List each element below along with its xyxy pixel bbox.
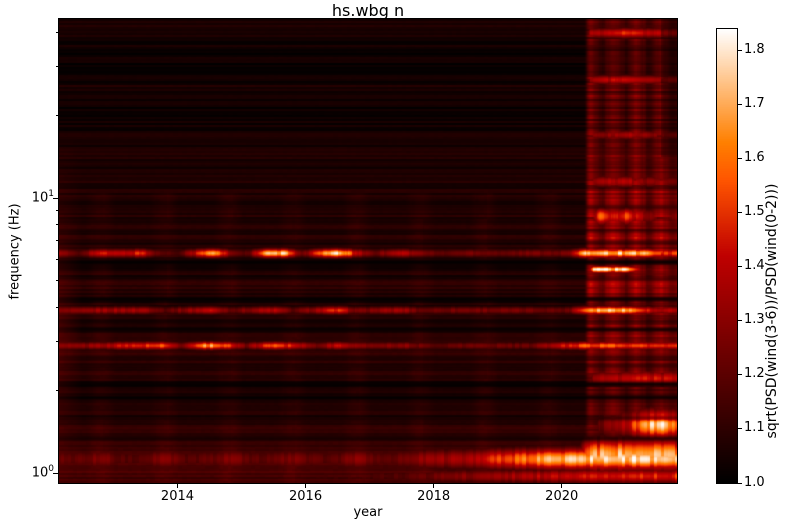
colorbar-tick	[738, 374, 742, 376]
colorbar-tick	[738, 482, 742, 484]
x-tick-label: 2020	[545, 489, 579, 504]
y-tick-label: 101	[31, 189, 54, 206]
y-minor-tick	[55, 66, 59, 68]
colorbar-tick	[738, 320, 742, 322]
x-tick-label: 2016	[289, 489, 323, 504]
x-tick	[305, 484, 307, 488]
colorbar-tick-label: 1.3	[744, 312, 765, 328]
x-tick-label: 2014	[160, 489, 195, 504]
colorbar-tick	[738, 212, 742, 214]
y-minor-tick	[55, 280, 59, 282]
y-minor-tick	[55, 210, 59, 212]
x-tick	[433, 484, 435, 488]
colorbar-tick	[738, 158, 742, 160]
y-minor-tick	[55, 389, 59, 391]
y-minor-tick	[55, 114, 59, 116]
y-minor-tick	[55, 240, 59, 242]
y-minor-tick	[55, 258, 59, 260]
colorbar-tick-label: 1.1	[744, 420, 765, 436]
y-minor-tick	[55, 306, 59, 308]
x-axis-label: year	[353, 505, 383, 520]
colorbar-tick	[738, 428, 742, 430]
colorbar-tick-label: 1.5	[744, 204, 765, 220]
y-tick	[53, 472, 59, 474]
colorbar-tick-label: 1.4	[744, 258, 765, 274]
y-axis-label: frequency (Hz)	[7, 203, 23, 300]
colorbar-tick-label: 1.8	[744, 42, 765, 58]
colorbar-tick	[738, 266, 742, 268]
colorbar-tick-label: 1.0	[744, 474, 765, 490]
colorbar-tick	[738, 104, 742, 106]
colorbar-tick-label: 1.6	[744, 150, 765, 166]
x-tick	[561, 484, 563, 488]
chart-title: hs.wbg n	[331, 1, 405, 20]
colorbar-tick	[738, 50, 742, 52]
y-tick	[53, 197, 59, 199]
colorbar-tick-label: 1.2	[744, 366, 765, 382]
heatmap-canvas	[58, 18, 678, 484]
colorbar-canvas	[716, 28, 738, 484]
colorbar-tick-label: 1.7	[744, 96, 765, 112]
y-minor-tick	[55, 32, 59, 34]
colorbar-label: sqrt(PSD(wind(3-6))/PSD(wind(0-2)))	[764, 183, 780, 439]
y-tick-label: 100	[31, 464, 54, 481]
y-minor-tick	[55, 341, 59, 343]
y-minor-tick	[55, 224, 59, 226]
x-tick-label: 2018	[417, 489, 451, 504]
x-tick	[176, 484, 178, 488]
